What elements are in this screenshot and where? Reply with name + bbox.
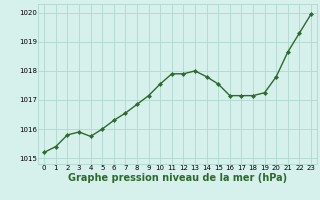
X-axis label: Graphe pression niveau de la mer (hPa): Graphe pression niveau de la mer (hPa): [68, 173, 287, 183]
